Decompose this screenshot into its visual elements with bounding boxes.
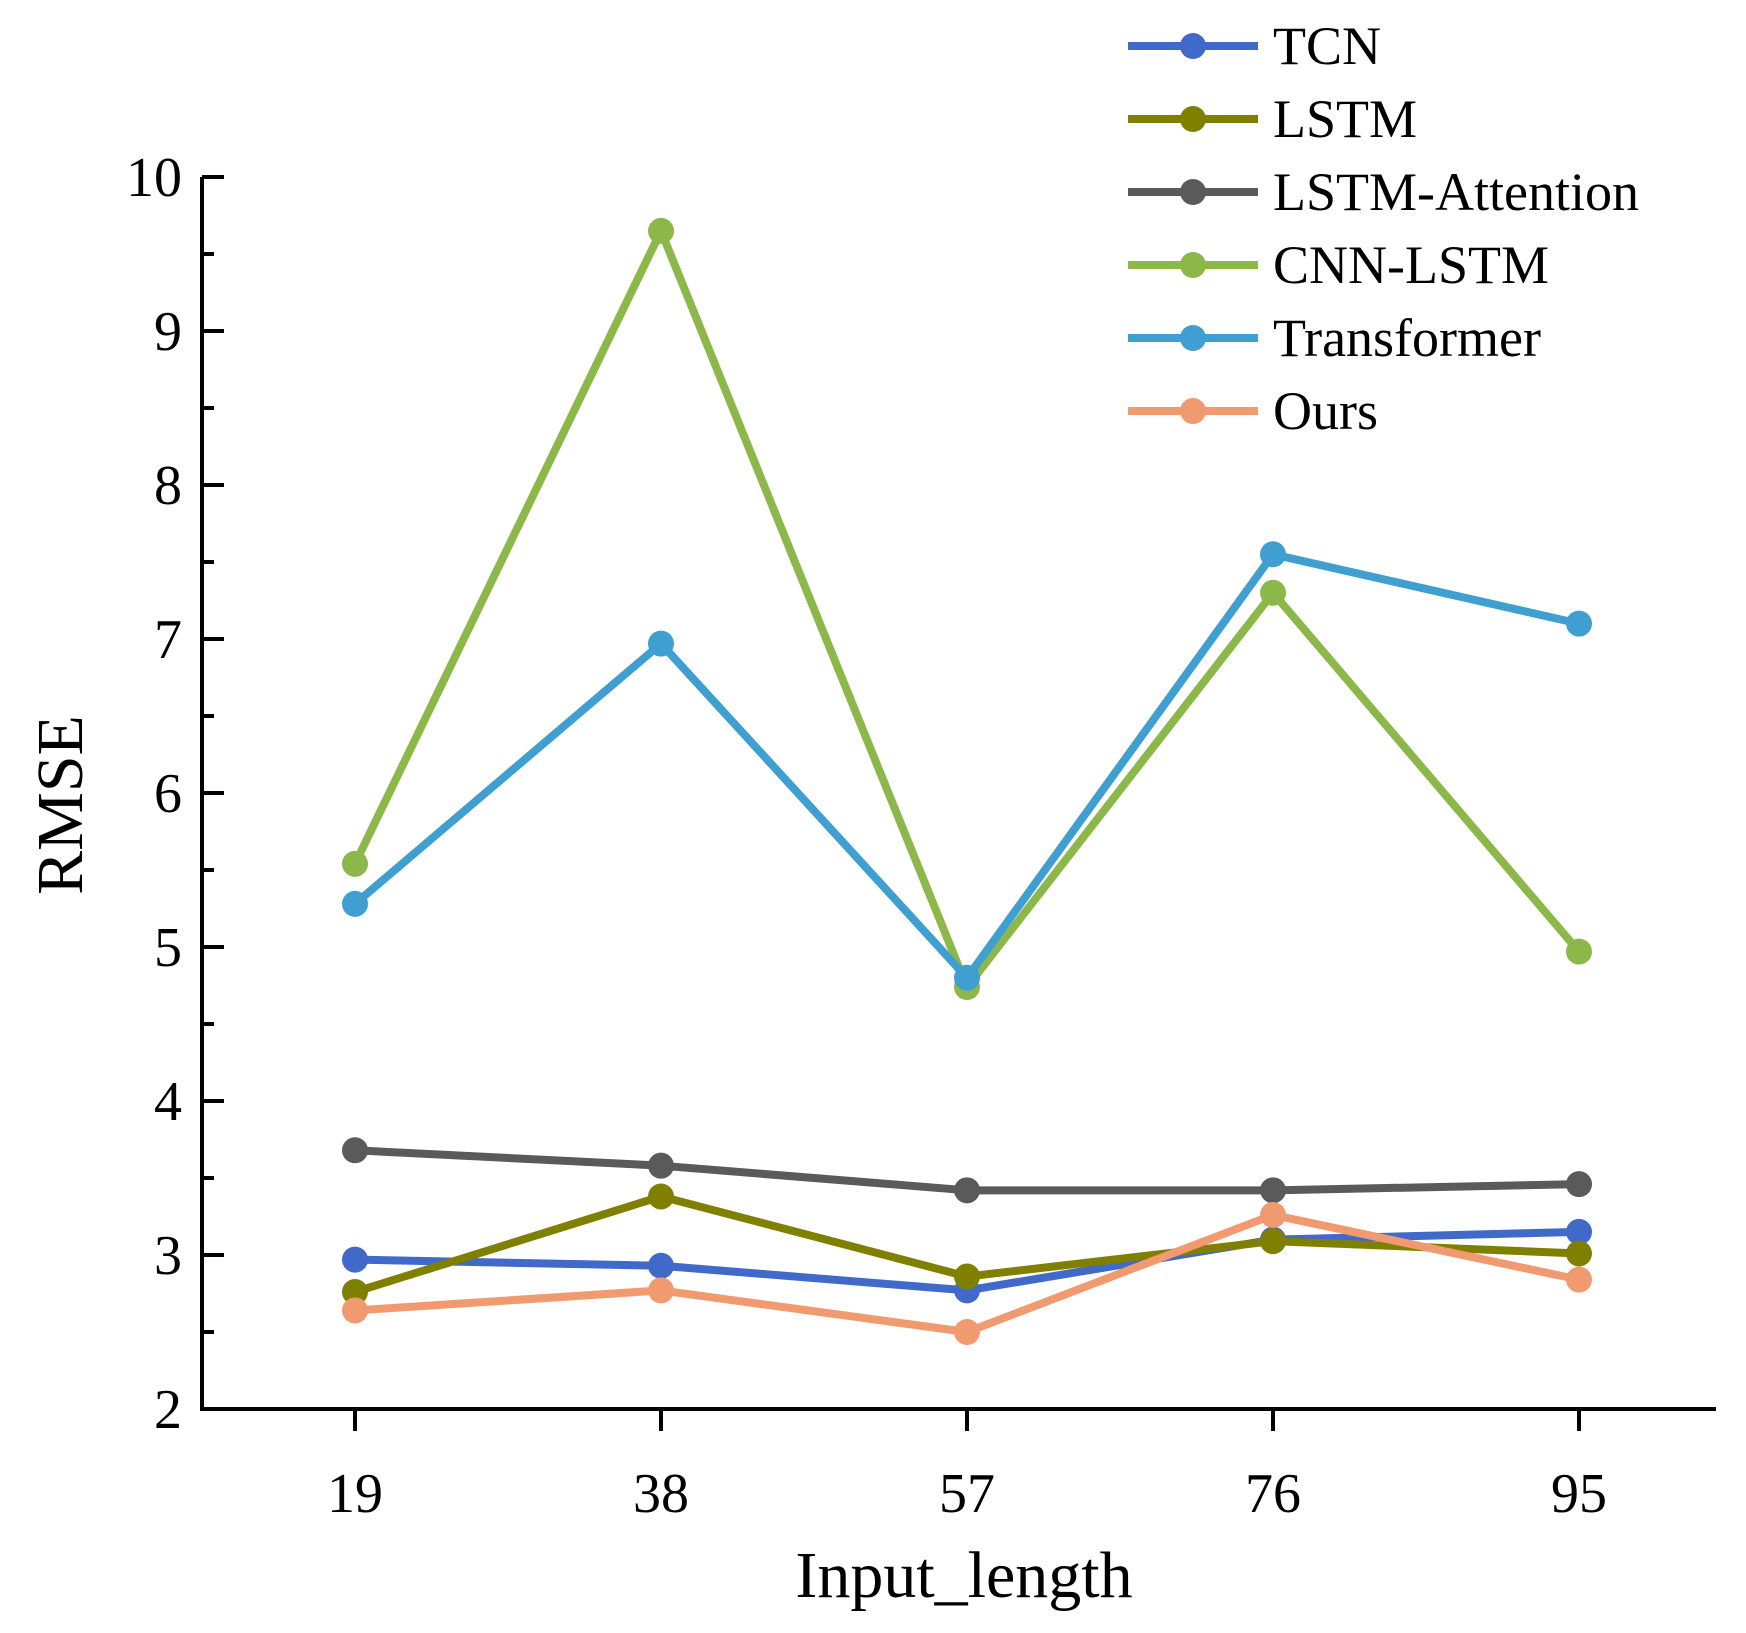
data-point-tcn: [648, 1252, 674, 1279]
x-tick-label: 95: [1551, 1463, 1607, 1525]
data-point-lstm-attention: [954, 1177, 980, 1204]
x-tick-label: 38: [633, 1463, 689, 1525]
data-point-transformer: [1260, 541, 1286, 568]
x-tick-label: 76: [1245, 1463, 1301, 1525]
x-tick-label: 19: [327, 1463, 383, 1525]
legend-label: CNN-LSTM: [1273, 235, 1549, 295]
data-point-transformer: [648, 630, 674, 657]
data-point-ours: [648, 1277, 674, 1304]
data-point-tcn: [342, 1246, 368, 1273]
data-point-lstm-attention: [1260, 1177, 1286, 1204]
y-tick-label: 4: [154, 1071, 182, 1133]
series-ours: [342, 1201, 1592, 1345]
legend-entry-transformer: Transformer: [1128, 308, 1541, 368]
data-point-ours: [1566, 1266, 1592, 1293]
series-transformer: [342, 541, 1592, 991]
legend-label: Transformer: [1273, 308, 1541, 368]
series-lstm-attention: [342, 1137, 1592, 1204]
data-point-ours: [954, 1319, 980, 1345]
legend-marker: [1180, 252, 1206, 278]
data-point-transformer: [954, 964, 980, 991]
legend-entry-lstm: LSTM: [1128, 89, 1417, 149]
data-point-transformer: [342, 890, 368, 917]
x-tick-label: 57: [939, 1463, 995, 1525]
data-point-cnn-lstm: [342, 850, 368, 877]
data-point-cnn-lstm: [1566, 938, 1592, 965]
data-point-lstm: [648, 1183, 674, 1210]
legend-entry-lstm-attention: LSTM-Attention: [1128, 162, 1639, 222]
data-point-lstm: [1566, 1240, 1592, 1267]
series-line-transformer: [351, 550, 1583, 982]
legend: TCN LSTM LSTM-Attention CNN-LSTM Transformer…: [1128, 16, 1639, 441]
legend-label: LSTM-Attention: [1273, 162, 1639, 222]
y-tick-label: 9: [154, 301, 182, 363]
y-tick-label: 7: [154, 609, 182, 671]
series-lstm: [342, 1183, 1592, 1305]
legend-marker: [1180, 179, 1206, 205]
y-tick-label: 10: [126, 147, 182, 209]
x-axis-title: Input_length: [795, 1539, 1132, 1612]
series-tcn: [342, 1218, 1592, 1304]
legend-label: LSTM: [1273, 89, 1417, 149]
legend-label: Ours: [1273, 381, 1378, 441]
legend-label: TCN: [1273, 16, 1381, 76]
series-lines: [342, 217, 1592, 1345]
legend-entry-cnn-lstm: CNN-LSTM: [1128, 235, 1549, 295]
data-point-transformer: [1566, 610, 1592, 637]
y-tick-label: 6: [154, 763, 182, 825]
data-point-tcn: [1566, 1218, 1592, 1245]
legend-marker: [1180, 106, 1206, 132]
legend-marker: [1180, 33, 1206, 59]
data-point-ours: [342, 1297, 368, 1324]
y-tick-label: 5: [154, 917, 182, 979]
data-point-lstm: [1260, 1228, 1286, 1255]
data-point-lstm: [954, 1263, 980, 1290]
legend-entry-ours: Ours: [1128, 381, 1378, 441]
data-point-lstm-attention: [1566, 1171, 1592, 1198]
data-point-cnn-lstm: [648, 217, 674, 244]
legend-marker: [1180, 325, 1206, 351]
legend-marker: [1180, 398, 1206, 424]
data-point-lstm-attention: [342, 1137, 368, 1164]
y-tick-label: 8: [154, 455, 182, 517]
y-tick-label: 3: [154, 1225, 182, 1287]
data-point-lstm-attention: [648, 1152, 674, 1179]
y-tick-label: 2: [154, 1379, 182, 1441]
axes: 2 3 4 5 6 7 8 9 10 19 38 57 76 95: [126, 147, 1716, 1525]
data-point-ours: [1260, 1201, 1286, 1228]
legend-entry-tcn: TCN: [1128, 16, 1381, 76]
data-point-cnn-lstm: [1260, 579, 1286, 606]
y-axis-title: RMSE: [24, 715, 97, 895]
data-point-lstm: [342, 1278, 368, 1305]
